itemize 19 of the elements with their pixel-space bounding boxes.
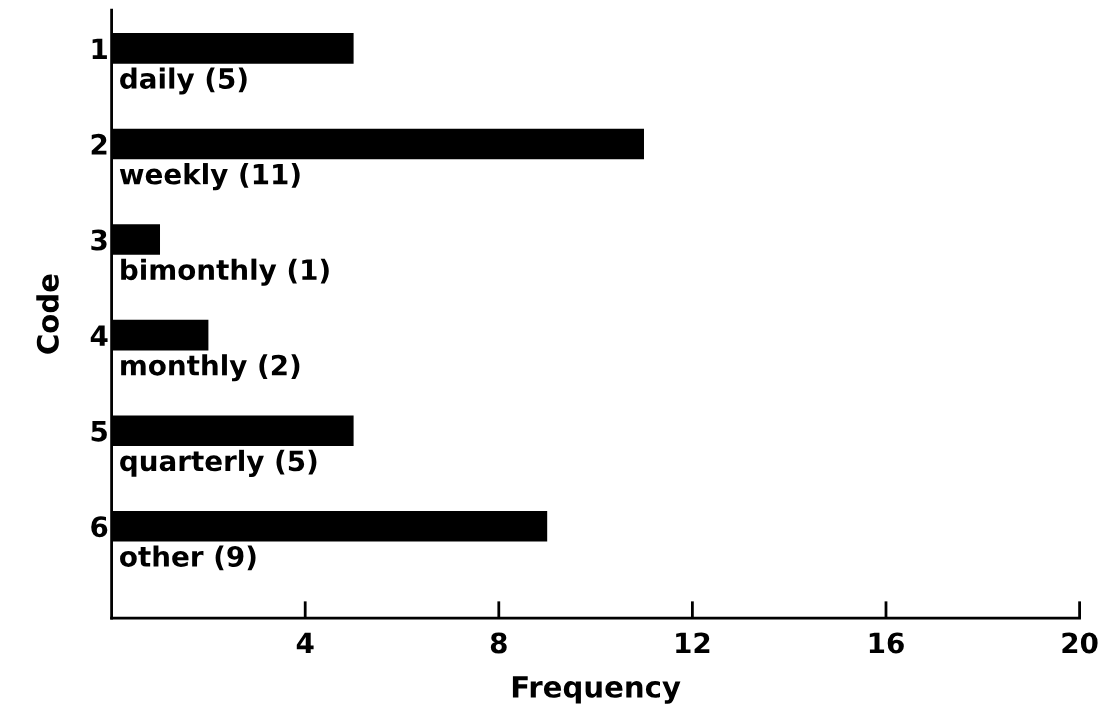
y-tick-label: 3 <box>91 229 107 251</box>
y-tick-label: 6 <box>91 516 108 538</box>
data-label: other (9) <box>120 545 256 571</box>
x-axis-title: Frequency <box>512 676 681 704</box>
data-label: weekly (11) <box>119 163 300 191</box>
x-tick-label: 20 <box>1062 632 1098 654</box>
x-tick-label: 4 <box>296 632 314 654</box>
y-tick-label: 2 <box>91 133 107 155</box>
data-label: monthly (2) <box>121 354 300 382</box>
y-tick-label: 5 <box>91 420 107 442</box>
data-label: quarterly (5) <box>120 449 317 477</box>
x-tick-label: 16 <box>869 632 904 654</box>
x-tick-label: 12 <box>676 632 710 654</box>
x-tick-label: 8 <box>490 632 507 654</box>
data-label: daily (5) <box>120 67 247 95</box>
y-axis-title: Code <box>36 274 59 354</box>
y-tick-label: 4 <box>90 325 108 346</box>
y-tick-label: 1 <box>92 38 107 59</box>
data-label: bimonthly (1) <box>121 258 329 286</box>
